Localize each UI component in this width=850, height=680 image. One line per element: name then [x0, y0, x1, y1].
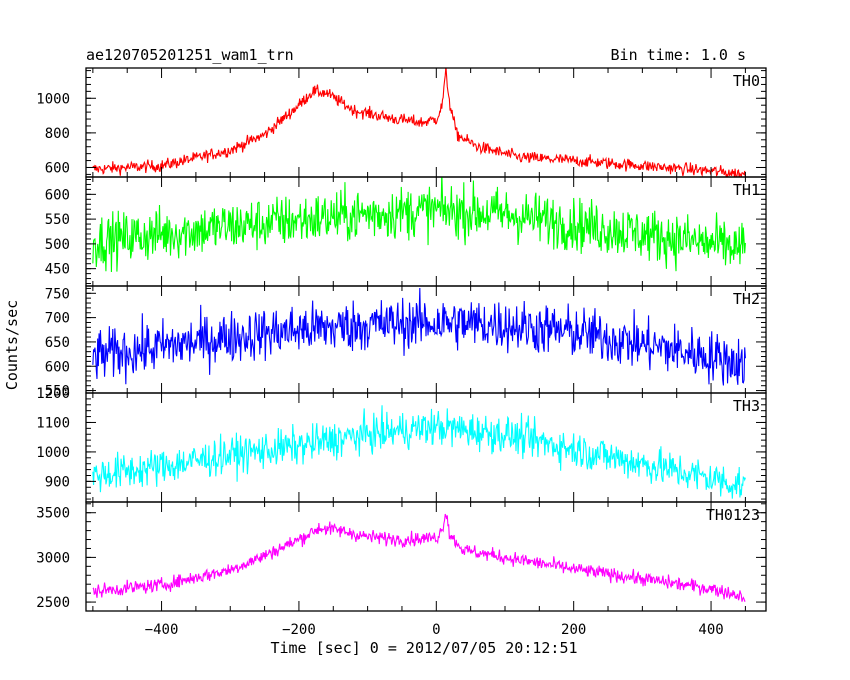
x-tick-label: 0 — [432, 622, 440, 638]
panel-label-th0123: TH0123 — [706, 506, 760, 524]
y-tick-label: 700 — [45, 311, 70, 327]
y-tick-label: 1200 — [36, 386, 70, 402]
x-tick-label: −200 — [282, 622, 316, 638]
y-tick-label: 3500 — [36, 506, 70, 522]
panel-label-th2: TH2 — [733, 290, 760, 308]
series-line-th3 — [92, 405, 746, 499]
y-tick-label: 500 — [45, 237, 70, 253]
panel-label-th3: TH3 — [733, 397, 760, 415]
y-tick-label: 550 — [45, 384, 70, 400]
y-tick-label: 600 — [45, 187, 70, 203]
series-line-th0 — [92, 68, 746, 177]
panels-group: TH0 600 800 1000 TH1 450 500 550 600 TH2 550 600 650… — [36, 67, 767, 638]
x-tick-label: 200 — [561, 622, 586, 638]
series-line-th2 — [92, 288, 746, 386]
y-tick-label: 1000 — [36, 445, 70, 461]
x-tick-label: −400 — [145, 622, 179, 638]
y-tick-label: 450 — [45, 262, 70, 278]
y-tick-label: 2500 — [36, 595, 70, 611]
bin-time-label: Bin time: 1.0 s — [611, 46, 746, 64]
y-tick-label: 800 — [45, 126, 70, 142]
panel-frame-th3 — [85, 392, 767, 503]
y-tick-label: 600 — [45, 160, 70, 176]
panel-frame-th1 — [85, 176, 767, 287]
panel-frame-th0123 — [85, 501, 767, 612]
y-tick-label: 900 — [45, 474, 70, 490]
y-tick-label: 3000 — [36, 550, 70, 566]
series-line-th0123 — [92, 513, 746, 602]
chart-title: ae120705201251_wam1_trn — [86, 46, 294, 64]
y-axis-label: Counts/sec — [3, 300, 21, 390]
x-axis-label: Time [sec] 0 = 2012/07/05 20:12:51 — [270, 639, 577, 657]
panel-label-th0: TH0 — [733, 72, 760, 90]
panel-label-th1: TH1 — [733, 181, 760, 199]
x-tick-label: 400 — [698, 622, 723, 638]
y-tick-label: 650 — [45, 335, 70, 351]
y-tick-label: 550 — [45, 212, 70, 228]
y-tick-label: 1100 — [36, 415, 70, 431]
y-tick-label: 750 — [45, 286, 70, 302]
series-line-th1 — [92, 177, 746, 273]
y-tick-label: 600 — [45, 359, 70, 375]
y-tick-label: 1000 — [36, 91, 70, 107]
